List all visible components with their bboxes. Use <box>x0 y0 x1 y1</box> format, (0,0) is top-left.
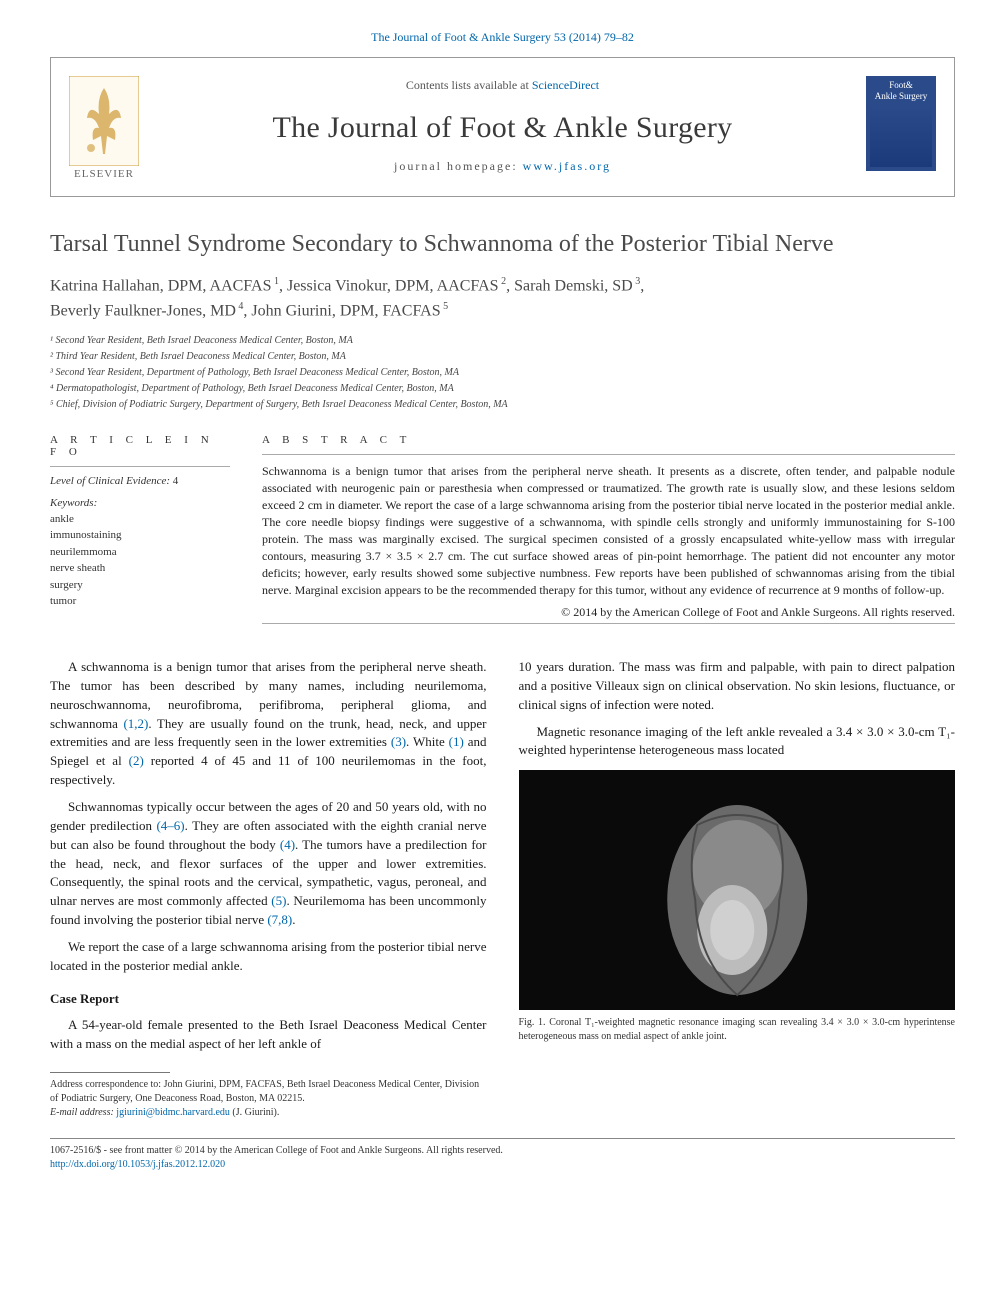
sciencedirect-link[interactable]: ScienceDirect <box>532 78 599 92</box>
ref-link[interactable]: (7,8) <box>267 912 292 927</box>
elsevier-tree-icon <box>69 76 139 166</box>
article-info-head: A R T I C L E I N F O <box>50 434 230 458</box>
keywords-list: ankle immunostaining neurilemmoma nerve … <box>50 511 230 610</box>
affiliation-4: ⁴ Dermatopathologist, Department of Path… <box>50 381 955 396</box>
cover-text-1: Foot& <box>889 80 913 90</box>
email-link[interactable]: jgiurini@bidmc.harvard.edu <box>116 1107 230 1118</box>
keyword: neurilemmoma <box>50 544 230 561</box>
author-2-aff: 2 <box>499 276 507 287</box>
body-paragraph: A 54-year-old female presented to the Be… <box>50 1016 487 1054</box>
ref-link[interactable]: (4–6) <box>156 818 184 833</box>
body-paragraph: 10 years duration. The mass was firm and… <box>519 658 956 715</box>
ref-link[interactable]: (2) <box>129 753 144 768</box>
affiliation-5: ⁵ Chief, Division of Podiatric Surgery, … <box>50 397 955 412</box>
bottom-rule <box>50 1138 955 1139</box>
doi-link[interactable]: http://dx.doi.org/10.1053/j.jfas.2012.12… <box>50 1159 225 1170</box>
journal-header: ELSEVIER Foot& Ankle Surgery Contents li… <box>50 57 955 197</box>
author-3: Sarah Demski, SD <box>514 278 633 295</box>
footnote-rule <box>50 1072 170 1073</box>
abstract-copyright: © 2014 by the American College of Foot a… <box>262 605 955 620</box>
section-heading: Case Report <box>50 990 487 1009</box>
citation-line: The Journal of Foot & Ankle Surgery 53 (… <box>50 30 955 45</box>
publisher-label: ELSEVIER <box>69 168 139 180</box>
ref-link[interactable]: (1) <box>449 734 464 749</box>
homepage-link[interactable]: www.jfas.org <box>523 159 611 173</box>
author-5: John Giurini, DPM, FACFAS <box>251 302 440 319</box>
contents-line: Contents lists available at ScienceDirec… <box>71 78 934 93</box>
article-title: Tarsal Tunnel Syndrome Secondary to Schw… <box>50 229 955 260</box>
author-2: Jessica Vinokur, DPM, AACFAS <box>287 278 499 295</box>
affiliation-2: ² Third Year Resident, Beth Israel Deaco… <box>50 349 955 364</box>
abstract-column: A B S T R A C T Schwannoma is a benign t… <box>262 434 955 632</box>
body-columns: A schwannoma is a benign tumor that aris… <box>50 658 955 1120</box>
affiliation-1: ¹ Second Year Resident, Beth Israel Deac… <box>50 333 955 348</box>
body-paragraph: Schwannomas typically occur between the … <box>50 798 487 930</box>
issn-line: 1067-2516/$ - see front matter © 2014 by… <box>50 1144 955 1158</box>
email-suffix: (J. Giurini). <box>232 1107 279 1118</box>
author-4: Beverly Faulkner-Jones, MD <box>50 302 236 319</box>
address-label: Address correspondence to: <box>50 1079 161 1090</box>
journal-cover-thumbnail: Foot& Ankle Surgery <box>866 76 936 171</box>
figure-1-image <box>519 770 956 1010</box>
author-list: Katrina Hallahan, DPM, AACFAS 1, Jessica… <box>50 274 955 323</box>
figure-1: Fig. 1. Coronal T₁-weighted magnetic res… <box>519 770 956 1043</box>
figure-1-caption: Fig. 1. Coronal T₁-weighted magnetic res… <box>519 1016 956 1043</box>
body-right-column: 10 years duration. The mass was firm and… <box>519 658 956 1120</box>
evidence-value: 4 <box>173 475 179 487</box>
homepage-line: journal homepage: www.jfas.org <box>71 159 934 174</box>
article-info-column: A R T I C L E I N F O Level of Clinical … <box>50 434 230 632</box>
correspondence-footnote: Address correspondence to: John Giurini,… <box>50 1078 487 1120</box>
abstract-text: Schwannoma is a benign tumor that arises… <box>262 463 955 599</box>
journal-name: The Journal of Foot & Ankle Surgery <box>71 111 934 145</box>
body-paragraph: A schwannoma is a benign tumor that aris… <box>50 658 487 790</box>
keyword: nerve sheath <box>50 560 230 577</box>
ref-link[interactable]: (4) <box>280 837 295 852</box>
keywords-label: Keywords: <box>50 497 230 509</box>
body-paragraph: We report the case of a large schwannoma… <box>50 938 487 976</box>
cover-text-2: Ankle Surgery <box>875 91 928 101</box>
body-left-column: A schwannoma is a benign tumor that aris… <box>50 658 487 1120</box>
ref-link[interactable]: (5) <box>271 893 286 908</box>
keyword: surgery <box>50 577 230 594</box>
evidence-label: Level of Clinical Evidence: <box>50 475 170 487</box>
body-paragraph: Magnetic resonance imaging of the left a… <box>519 723 956 761</box>
abstract-head: A B S T R A C T <box>262 434 955 446</box>
affiliation-3: ³ Second Year Resident, Department of Pa… <box>50 365 955 380</box>
author-3-aff: 3 <box>633 276 641 287</box>
ref-link[interactable]: (1,2) <box>123 716 148 731</box>
homepage-prefix: journal homepage: <box>394 159 523 173</box>
contents-prefix: Contents lists available at <box>406 78 532 92</box>
author-4-aff: 4 <box>236 301 244 312</box>
keyword: tumor <box>50 593 230 610</box>
affiliations: ¹ Second Year Resident, Beth Israel Deac… <box>50 333 955 412</box>
keyword: ankle <box>50 511 230 528</box>
email-label: E-mail address: <box>50 1107 114 1118</box>
author-5-aff: 5 <box>441 301 449 312</box>
author-1-aff: 1 <box>271 276 279 287</box>
keyword: immunostaining <box>50 527 230 544</box>
author-1: Katrina Hallahan, DPM, AACFAS <box>50 278 271 295</box>
ref-link[interactable]: (3) <box>391 734 406 749</box>
